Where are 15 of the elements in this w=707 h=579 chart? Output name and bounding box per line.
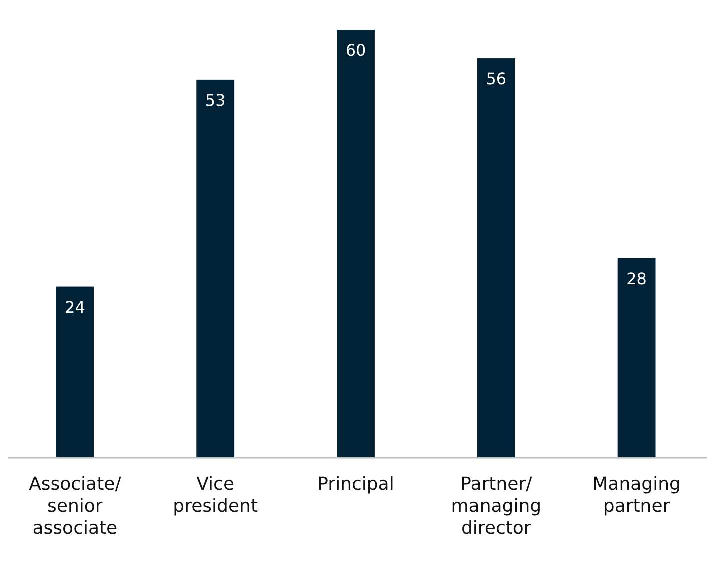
data-label: 28 xyxy=(626,269,647,288)
bar xyxy=(477,58,516,458)
bar xyxy=(196,80,235,458)
bar xyxy=(618,258,656,458)
data-label: 53 xyxy=(205,90,226,110)
data-label: 24 xyxy=(65,298,86,317)
x-tick-label: Principal xyxy=(318,474,394,495)
bar xyxy=(337,30,375,458)
x-tick-label: Associate/ senior associate xyxy=(29,474,122,539)
x-tick-label: Managing partner xyxy=(592,474,681,517)
x-tick-label: Partner/ managing director xyxy=(451,474,542,539)
x-tick-label: Vice president xyxy=(173,474,258,517)
bar xyxy=(56,286,94,458)
data-label: 60 xyxy=(346,41,366,60)
data-label: 56 xyxy=(486,70,507,89)
